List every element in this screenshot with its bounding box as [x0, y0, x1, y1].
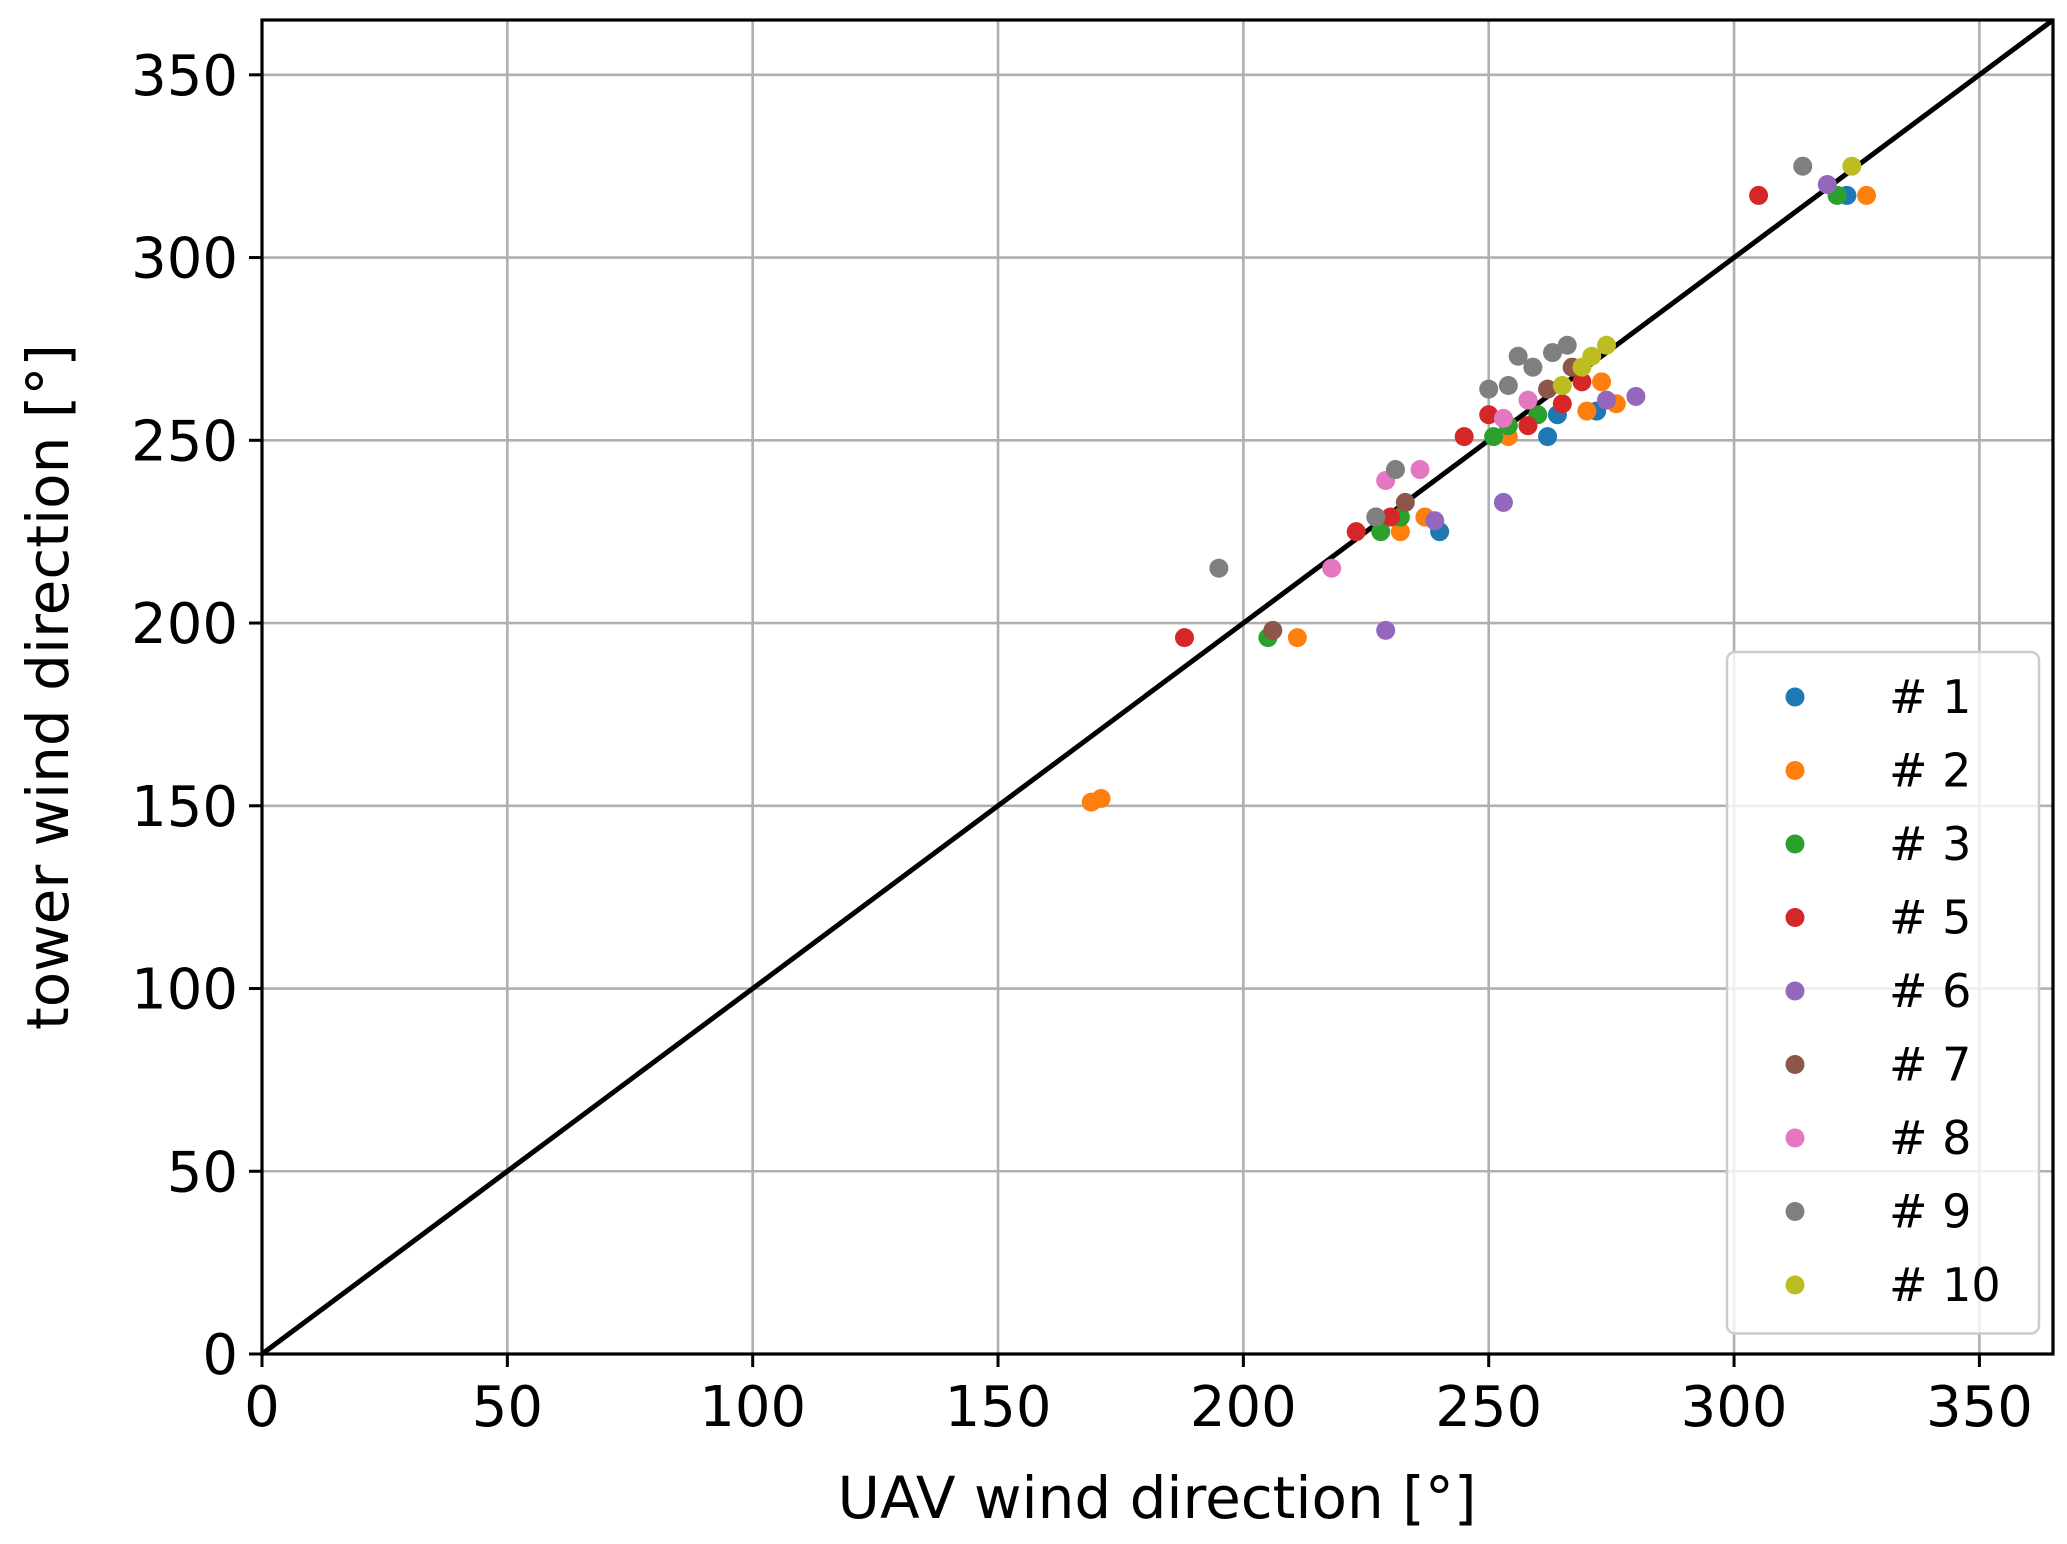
- legend-label: # 7: [1889, 1038, 1971, 1092]
- data-point: [1508, 346, 1528, 366]
- legend: # 1 # 2 # 3 # 5 # 6 # 7 # 8 # 9 # 10: [1725, 650, 2041, 1335]
- data-point: [1842, 156, 1862, 176]
- data-point: [1498, 375, 1518, 395]
- legend-marker: [1785, 761, 1805, 780]
- data-point: [1263, 620, 1283, 640]
- legend-label: # 5: [1889, 891, 1971, 945]
- data-point: [1592, 372, 1612, 392]
- legend-marker: [1785, 834, 1805, 854]
- data-point: [1493, 492, 1513, 512]
- data-point: [1596, 390, 1616, 410]
- legend-label: # 6: [1889, 964, 1971, 1018]
- legend-label: # 2: [1889, 744, 1971, 798]
- legend-marker: [1785, 1128, 1805, 1148]
- legend-label: # 3: [1889, 817, 1971, 871]
- data-point: [1817, 174, 1837, 194]
- y-tick-label: 100: [131, 958, 238, 1023]
- data-point: [1371, 522, 1391, 542]
- x-tick-label: 300: [1681, 1375, 1788, 1440]
- legend-marker: [1785, 1055, 1805, 1074]
- data-point: [1366, 507, 1386, 527]
- one-to-one-line: [260, 17, 2055, 1357]
- data-point: [1381, 507, 1401, 527]
- data-point: [1596, 335, 1616, 355]
- data-point: [1493, 408, 1513, 428]
- x-tick-label: 0: [244, 1375, 280, 1440]
- legend-marker: [1785, 981, 1805, 1001]
- data-point: [1857, 185, 1877, 205]
- y-axis-label: tower wind direction [°]: [14, 344, 82, 1030]
- legend-label: # 8: [1889, 1111, 1971, 1165]
- data-point: [1390, 522, 1410, 542]
- x-tick-label: 250: [1435, 1375, 1542, 1440]
- data-point: [1572, 372, 1592, 392]
- data-point: [1523, 357, 1543, 377]
- data-point: [1395, 492, 1415, 512]
- legend-marker: [1785, 908, 1805, 927]
- reference-line-group: [260, 17, 2055, 1357]
- y-tick-label: 250: [131, 409, 238, 474]
- legend-box: [1725, 650, 2041, 1335]
- x-tick-label: 100: [699, 1375, 806, 1440]
- y-tick-label: 0: [202, 1323, 238, 1388]
- data-point: [1454, 427, 1474, 447]
- x-tick-label: 50: [472, 1375, 543, 1440]
- data-point: [1518, 416, 1538, 436]
- data-point: [1557, 335, 1577, 355]
- y-tick-label: 350: [131, 44, 238, 109]
- data-point: [1479, 379, 1499, 399]
- legend-marker: [1785, 1202, 1805, 1221]
- data-point: [1543, 343, 1563, 363]
- data-point: [1538, 379, 1558, 399]
- plot-frame: [260, 18, 2055, 1356]
- data-point: [1582, 346, 1602, 366]
- x-tick-label: 150: [945, 1375, 1052, 1440]
- axis-ticks: 0 50 100 150 200 250 300 350 0 50 100 150 200 250 300 3…: [131, 44, 2033, 1440]
- data-point: [1484, 427, 1504, 447]
- y-tick-label: 300: [131, 227, 238, 292]
- x-tick-label: 200: [1190, 1375, 1297, 1440]
- data-point: [1174, 628, 1194, 648]
- legend-marker: [1785, 1275, 1805, 1295]
- data-point: [1209, 558, 1229, 578]
- data-point: [1518, 390, 1538, 410]
- legend-marker: [1785, 687, 1805, 707]
- x-tick-label: 350: [1926, 1375, 2033, 1440]
- data-point: [1287, 628, 1307, 648]
- data-point: [1346, 522, 1366, 542]
- data-point: [1552, 375, 1572, 395]
- data-point: [1538, 427, 1558, 447]
- legend-label: # 9: [1889, 1185, 1971, 1239]
- data-point: [1793, 156, 1813, 176]
- x-axis-label: UAV wind direction [°]: [838, 1464, 1477, 1532]
- legend-label: # 1: [1889, 670, 1971, 724]
- data-point: [1091, 788, 1111, 808]
- data-point: [1552, 394, 1572, 414]
- data-point: [1376, 620, 1396, 640]
- data-point: [1749, 185, 1769, 205]
- data-point: [1577, 401, 1597, 421]
- data-point: [1322, 558, 1342, 578]
- data-points: [1081, 156, 1877, 812]
- y-tick-label: 200: [131, 592, 238, 657]
- y-tick-label: 150: [131, 775, 238, 840]
- data-point: [1385, 460, 1405, 480]
- data-point: [1479, 405, 1499, 425]
- y-tick-label: 50: [167, 1140, 238, 1205]
- legend-label: # 10: [1889, 1258, 2001, 1312]
- data-point: [1626, 386, 1646, 406]
- data-point: [1425, 511, 1445, 531]
- data-point: [1410, 460, 1430, 480]
